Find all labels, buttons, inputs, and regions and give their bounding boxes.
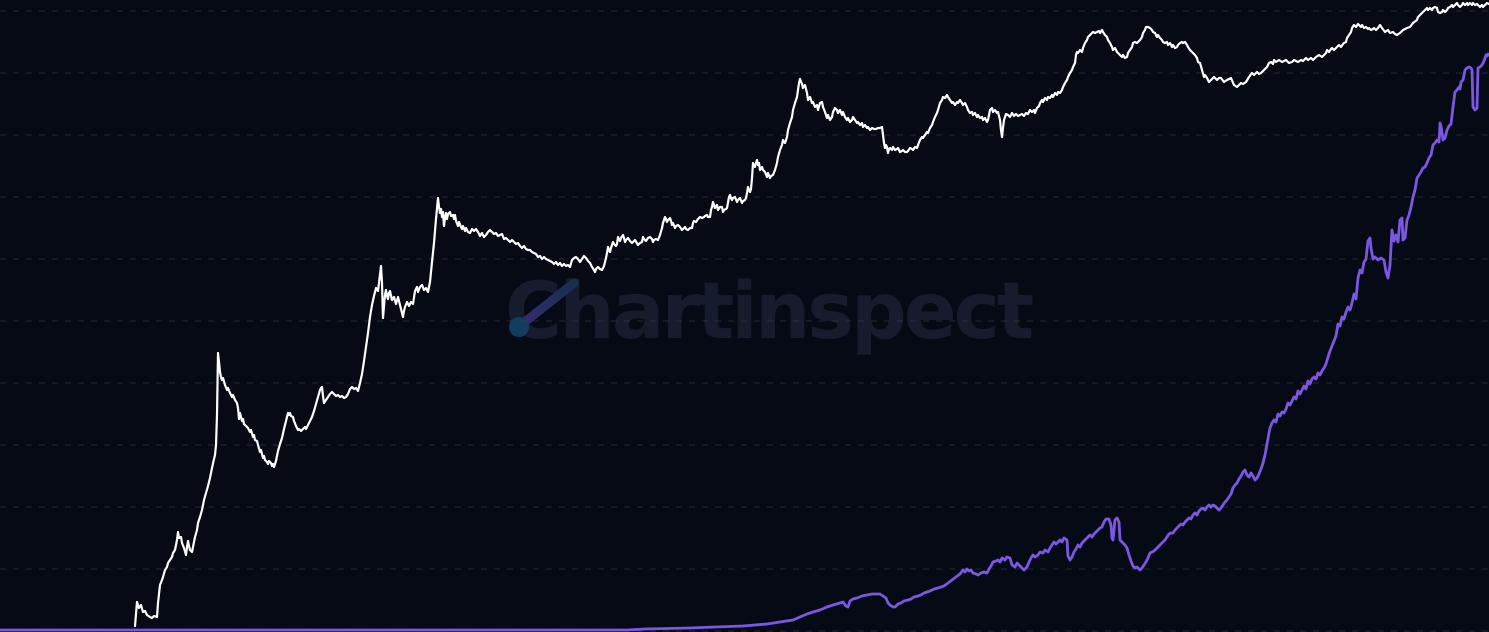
watermark-text: Chartinspect — [505, 267, 1033, 357]
primary-price-line — [133, 1, 1489, 628]
secondary-price-line — [0, 52, 1489, 632]
watermark-comet-dot-icon — [509, 317, 529, 337]
watermark: Chartinspect — [505, 267, 1036, 357]
watermark-comet-icon — [516, 278, 579, 330]
gridlines-layer — [0, 10, 1489, 632]
